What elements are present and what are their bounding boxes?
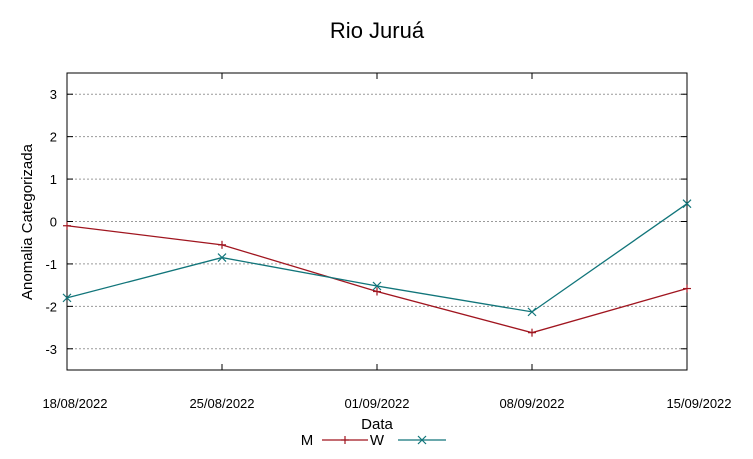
- legend-label: M: [301, 432, 314, 449]
- x-axis-ticks: 18/08/2022 25/08/2022 01/09/2022 08/09/2022…: [42, 73, 732, 411]
- series-point: [372, 281, 382, 291]
- y-tick-label: 0: [50, 215, 57, 230]
- chart-title: Rio Juruá: [330, 18, 425, 43]
- series-line: [66, 225, 688, 334]
- x-tick-label: 08/09/2022: [499, 396, 564, 411]
- y-axis-label: Anomalia Categorizada: [19, 143, 36, 300]
- series-layer: [62, 199, 692, 337]
- x-tick-label: 15/09/2022: [666, 396, 731, 411]
- series-line: [66, 203, 688, 313]
- legend-entry-W: W: [370, 432, 446, 449]
- grid-lines: [67, 93, 687, 350]
- series-M: [63, 221, 691, 337]
- series-point: [217, 253, 227, 262]
- x-axis-label: Data: [361, 416, 393, 433]
- series-point: [417, 435, 427, 445]
- x-tick-label: 25/08/2022: [189, 396, 254, 411]
- y-tick-label: 1: [50, 172, 57, 187]
- x-tick-label: 01/09/2022: [344, 396, 409, 411]
- y-tick-label: -3: [45, 342, 57, 357]
- y-tick-label: -2: [45, 299, 57, 314]
- y-tick-label: 3: [50, 87, 57, 102]
- series-W: [62, 199, 692, 317]
- y-tick-label: -1: [45, 257, 57, 272]
- series-point: [62, 293, 72, 303]
- series-point: [527, 307, 537, 317]
- legend-entry-M: M: [301, 432, 368, 449]
- y-axis-ticks: 3 2 1 0 -1 -2 -3: [45, 87, 687, 357]
- series-point: [682, 199, 692, 209]
- legend-label: W: [370, 432, 385, 449]
- y-tick-label: 2: [50, 130, 57, 145]
- x-tick-label: 18/08/2022: [42, 396, 107, 411]
